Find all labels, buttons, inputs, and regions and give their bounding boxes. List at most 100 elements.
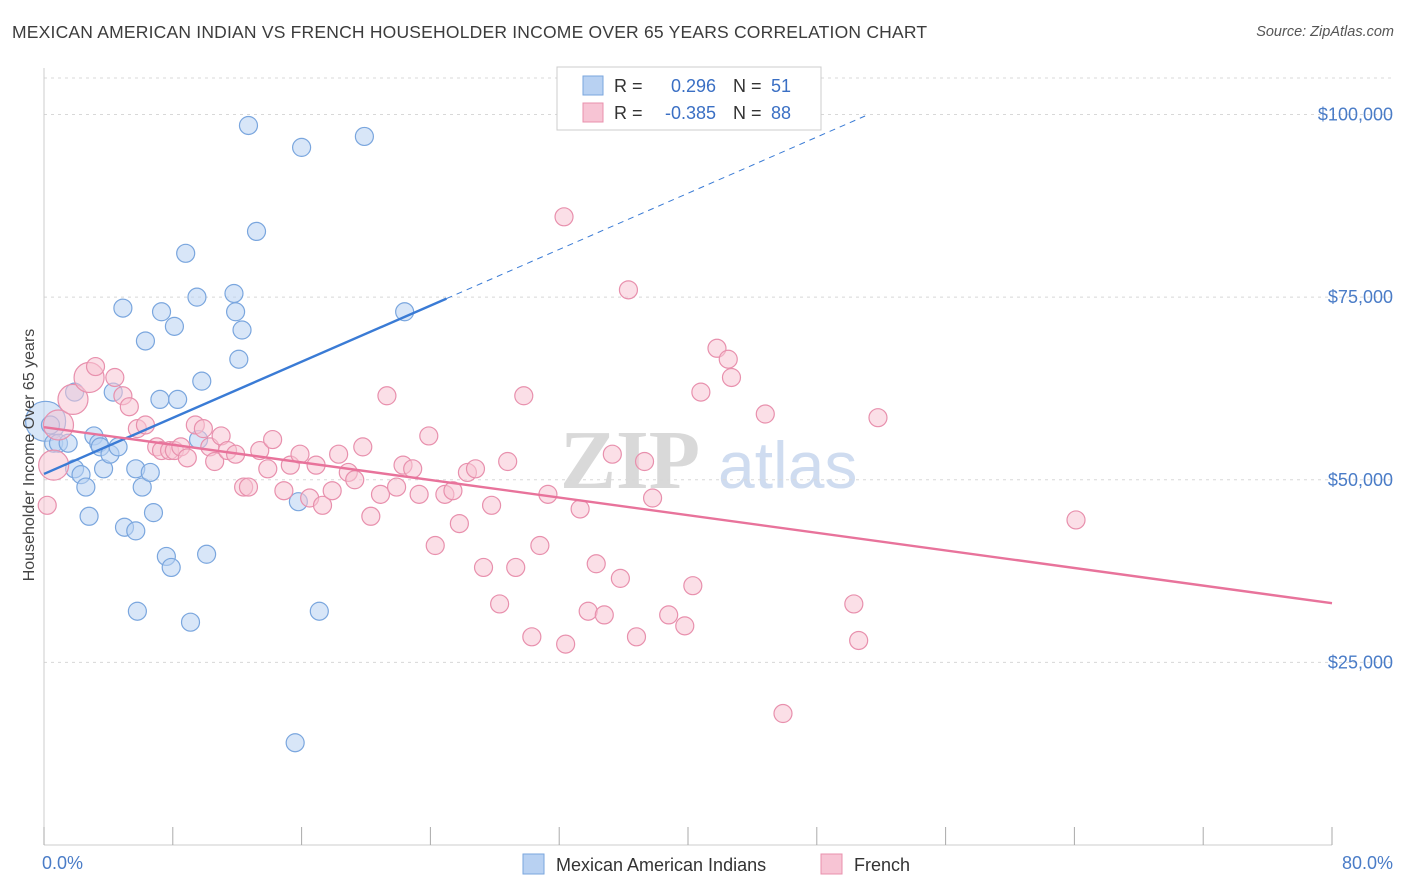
data-point-french [119,397,139,417]
data-point-french [177,448,197,468]
data-point-french [506,557,526,578]
data-point-mexican-american-indians [292,137,312,157]
data-point-french [193,419,213,439]
grid [44,77,1392,663]
data-point-french [386,477,407,497]
data-point-french [85,356,106,377]
data-point-french [556,634,576,654]
data-point-mexican-american-indians [187,287,207,307]
data-point-french [868,408,888,428]
axes [43,68,1333,846]
data-point-french [419,426,439,446]
y-tick-label: $25,000 [1328,652,1393,672]
data-point-french [353,437,373,457]
series-french [37,207,1086,724]
data-point-french [691,382,711,402]
data-point-mexican-american-indians [168,389,188,410]
y-tick-label: $75,000 [1328,287,1393,307]
data-point-french [642,488,663,508]
data-point-mexican-american-indians [232,320,252,340]
data-point-mexican-american-indians [150,389,170,410]
stats-swatch [582,75,604,96]
data-point-mexican-american-indians [224,283,244,304]
data-point-french [659,605,679,625]
y-tick-label: $50,000 [1328,470,1393,490]
data-point-french [530,535,550,556]
stats-swatch [582,102,604,123]
data-point-mexican-american-indians [309,601,329,621]
data-point-french [425,535,445,556]
data-point-french [498,451,518,472]
data-point-french [718,349,738,369]
data-point-french [205,451,225,472]
data-point-french [370,484,391,504]
data-point-mexican-american-indians [229,349,249,369]
data-point-mexican-american-indians [285,733,305,753]
data-point-mexican-american-indians [161,557,181,578]
data-point-mexican-american-indians [246,221,267,241]
y-tick-label: $100,000 [1318,105,1393,125]
watermark-zip: ZIP [560,414,700,507]
data-point-mexican-american-indians [113,298,133,318]
legend: Mexican American Indians French [522,853,910,875]
stats-r-value: 0.296 [671,76,716,96]
data-point-french [602,444,622,464]
data-point-mexican-american-indians [79,506,99,526]
data-point-french [258,459,278,479]
chart-title: MEXICAN AMERICAN INDIAN VS FRENCH HOUSEH… [12,22,928,42]
data-point-french [443,481,463,501]
data-point-mexican-american-indians [143,503,164,523]
data-point-mexican-american-indians [164,316,185,336]
data-point-french [361,506,381,526]
data-point-french [465,459,486,479]
data-point-mexican-american-indians [225,302,246,322]
stats-n-label: N = [733,103,762,123]
data-point-french [634,451,655,472]
data-point-french [554,207,574,227]
data-point-french [570,499,590,519]
y-axis-title: Householder Income Over 65 years [21,329,38,582]
data-point-french [322,481,342,501]
data-point-mexican-american-indians [126,521,146,541]
stats-n-label: N = [733,76,762,96]
data-point-french [409,484,429,504]
x-tick-label-max: 80.0% [1342,853,1393,873]
legend-swatch [820,853,843,875]
data-point-french [849,630,869,651]
data-point-mexican-american-indians [180,612,201,632]
data-point-french [345,470,365,490]
data-point-french [105,367,125,388]
data-point-french [403,459,423,479]
data-point-french [1066,510,1086,530]
data-point-mexican-american-indians [354,126,374,147]
data-point-mexican-american-indians [238,115,259,136]
data-point-mexican-american-indians [127,601,147,621]
data-point-french [755,404,775,424]
data-point-french [449,513,469,534]
stats-n-value: 51 [771,76,791,96]
stats-n-value: 88 [771,103,791,123]
data-point-french [578,601,598,621]
data-point-mexican-american-indians [192,371,212,391]
data-point-french [57,383,89,416]
data-point-french [618,280,639,300]
data-point-mexican-american-indians [197,544,217,564]
x-tick-label-min: 0.0% [42,853,83,873]
legend-label: French [854,855,910,875]
watermark-atlas: atlas [718,428,857,502]
data-point-french [683,576,703,596]
stats-box: R = 0.296 N = 51 R = -0.385 N = 88 [556,66,822,131]
source-attribution: Source: ZipAtlas.com [1256,24,1394,40]
trendline-mexican-american-indians [43,297,447,476]
data-point-french [263,429,283,450]
data-point-french [473,557,494,578]
data-point-mexican-american-indians [176,243,196,263]
data-point-french [610,568,630,588]
data-point-mexican-american-indians [135,331,156,351]
data-point-french [490,594,510,614]
data-point-french [773,703,793,724]
data-point-french [721,367,742,388]
data-point-french [675,616,695,636]
legend-swatch [522,853,545,875]
